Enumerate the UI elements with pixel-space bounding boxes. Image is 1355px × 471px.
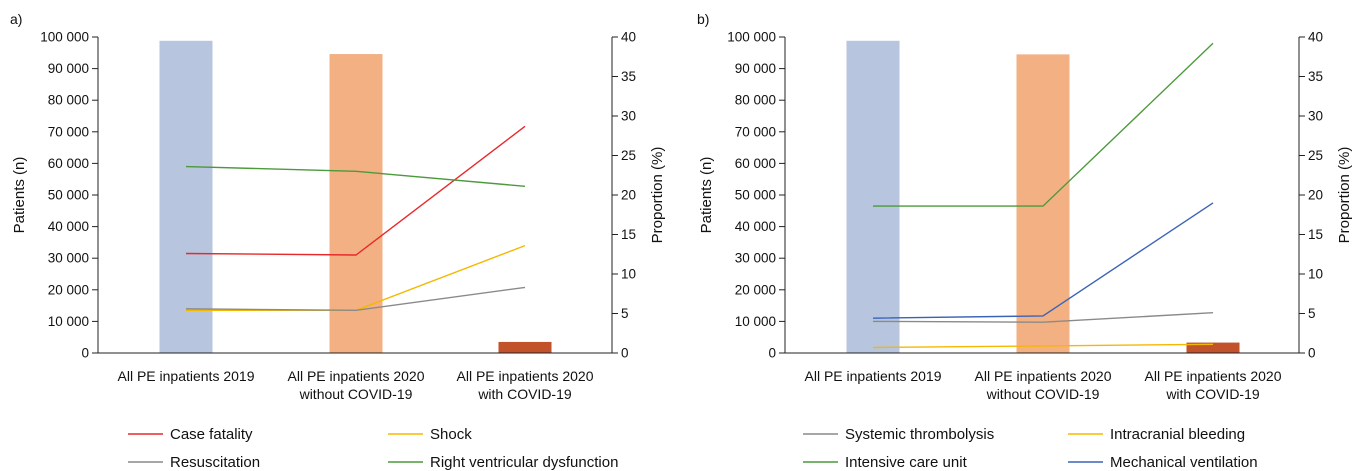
y2-tick-label: 0: [1308, 346, 1316, 361]
bar: [159, 40, 213, 354]
y2-tick-label: 35: [621, 69, 636, 84]
bar: [1016, 54, 1070, 353]
y-tick-label: 30 000: [735, 251, 776, 266]
y2-tick-label: 30: [621, 109, 636, 124]
y2-tick-label: 20: [1308, 188, 1323, 203]
y2-tick-label: 10: [1308, 267, 1323, 282]
bar: [498, 341, 552, 353]
series-line: [872, 312, 1214, 323]
x-category-label: All PE inpatients 2020: [1145, 368, 1282, 384]
legend-label: Shock: [430, 426, 472, 443]
x-category-label: with COVID-19: [477, 386, 572, 402]
y2-tick-label: 25: [1308, 148, 1323, 163]
panel-label: b): [697, 11, 709, 27]
y-tick-label: 40 000: [735, 219, 776, 234]
x-category-label: All PE inpatients 2019: [118, 368, 255, 384]
series-line: [185, 286, 526, 312]
legend-label: Resuscitation: [170, 454, 260, 471]
x-category-label: All PE inpatients 2019: [805, 368, 942, 384]
y-axis-title: Patients (n): [11, 157, 28, 234]
y-tick-label: 70 000: [48, 124, 89, 139]
y-tick-label: 50 000: [48, 188, 89, 203]
y2-tick-label: 20: [621, 188, 636, 203]
y2-tick-label: 15: [621, 227, 636, 242]
chart-panel-a: a) 0 10 000 20 000 30 000 40 000 50 000 60 000 7…: [10, 11, 666, 471]
series-line: [872, 343, 1214, 349]
y-tick-label: 70 000: [735, 124, 776, 139]
y2-tick-label: 15: [1308, 227, 1323, 242]
series-line: [185, 165, 526, 187]
y-tick-label: 100 000: [727, 30, 776, 45]
y-tick-label: 40 000: [48, 219, 89, 234]
y-tick-label: 90 000: [48, 61, 89, 76]
x-category-label: with COVID-19: [1165, 386, 1260, 402]
y-tick-label: 20 000: [48, 282, 89, 297]
y-tick-label: 0: [81, 346, 89, 361]
y-tick-label: 50 000: [735, 188, 776, 203]
chart-panel-b: b) 0 10 000 20 000 30 000 40 000 50 000 60 000 7…: [697, 11, 1353, 471]
y-axis-title: Patients (n): [698, 157, 715, 234]
legend-label: Mechanical ventilation: [1110, 454, 1258, 471]
x-category-label: All PE inpatients 2020: [288, 368, 425, 384]
bar: [1186, 342, 1240, 353]
y-tick-label: 20 000: [735, 282, 776, 297]
legend-label: Intracranial bleeding: [1110, 426, 1245, 443]
x-category-label: without COVID-19: [986, 386, 1100, 402]
bar: [846, 40, 900, 354]
y-tick-label: 10 000: [735, 314, 776, 329]
y2-tick-label: 25: [621, 148, 636, 163]
legend-label: Right ventricular dysfunction: [430, 454, 618, 471]
series-line: [873, 42, 1214, 207]
legend-label: Intensive care unit: [845, 454, 968, 471]
y2-axis-title: Proportion (%): [649, 147, 666, 244]
y2-tick-label: 5: [621, 306, 629, 321]
x-category-label: All PE inpatients 2020: [975, 368, 1112, 384]
y2-tick-label: 0: [621, 346, 629, 361]
series-line: [872, 202, 1214, 319]
y2-tick-label: 40: [1308, 30, 1323, 45]
y-tick-label: 0: [768, 346, 776, 361]
series-line: [185, 125, 526, 256]
y-tick-label: 60 000: [48, 156, 89, 171]
y2-tick-label: 35: [1308, 69, 1323, 84]
y-tick-label: 60 000: [735, 156, 776, 171]
y-tick-label: 100 000: [40, 30, 89, 45]
legend-label: Systemic thrombolysis: [845, 426, 994, 443]
y2-tick-label: 10: [621, 267, 636, 282]
y2-tick-label: 5: [1308, 306, 1316, 321]
y-tick-label: 80 000: [48, 93, 89, 108]
y-tick-label: 30 000: [48, 251, 89, 266]
y-tick-label: 80 000: [735, 93, 776, 108]
y2-tick-label: 30: [1308, 109, 1323, 124]
panel-label: a): [10, 11, 22, 27]
y-tick-label: 90 000: [735, 61, 776, 76]
y2-tick-label: 40: [621, 30, 636, 45]
y2-axis-title: Proportion (%): [1336, 147, 1353, 244]
x-category-label: without COVID-19: [299, 386, 413, 402]
x-category-label: All PE inpatients 2020: [457, 368, 594, 384]
y-tick-label: 10 000: [48, 314, 89, 329]
legend-label: Case fatality: [170, 426, 253, 443]
